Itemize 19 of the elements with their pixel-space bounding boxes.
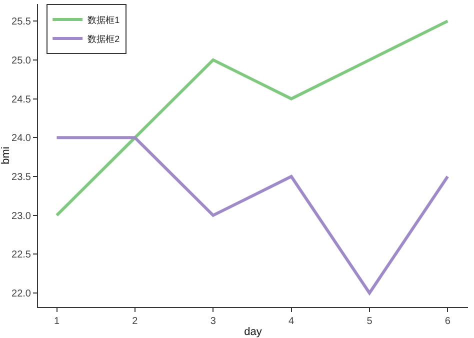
- x-axis-title: day: [244, 326, 262, 338]
- y-tick-label: 23.0: [12, 210, 32, 222]
- y-tick-label: 23.5: [12, 172, 32, 183]
- y-tick-label: 24.5: [12, 94, 32, 106]
- y-tick-label: 25.0: [12, 55, 32, 66]
- y-tick-label: 22.0: [12, 288, 32, 300]
- line-series: [55, 136, 450, 295]
- y-tick-label: 24.0: [12, 133, 32, 144]
- x-tick-label: 6: [444, 316, 451, 327]
- x-tick-label: 2: [132, 316, 138, 327]
- x-tick-label: 5: [366, 316, 373, 327]
- x-tick-label: 4: [288, 316, 295, 327]
- y-tick-label: 25.5: [12, 16, 32, 28]
- legend-label: 数据框1: [88, 15, 120, 26]
- y-axis-title: bmi: [0, 146, 12, 164]
- y-tick-label: 22.5: [12, 250, 32, 261]
- x-tick-label: 1: [54, 316, 60, 327]
- legend-label: 数据框2: [88, 34, 120, 44]
- x-tick-label: 3: [210, 316, 216, 327]
